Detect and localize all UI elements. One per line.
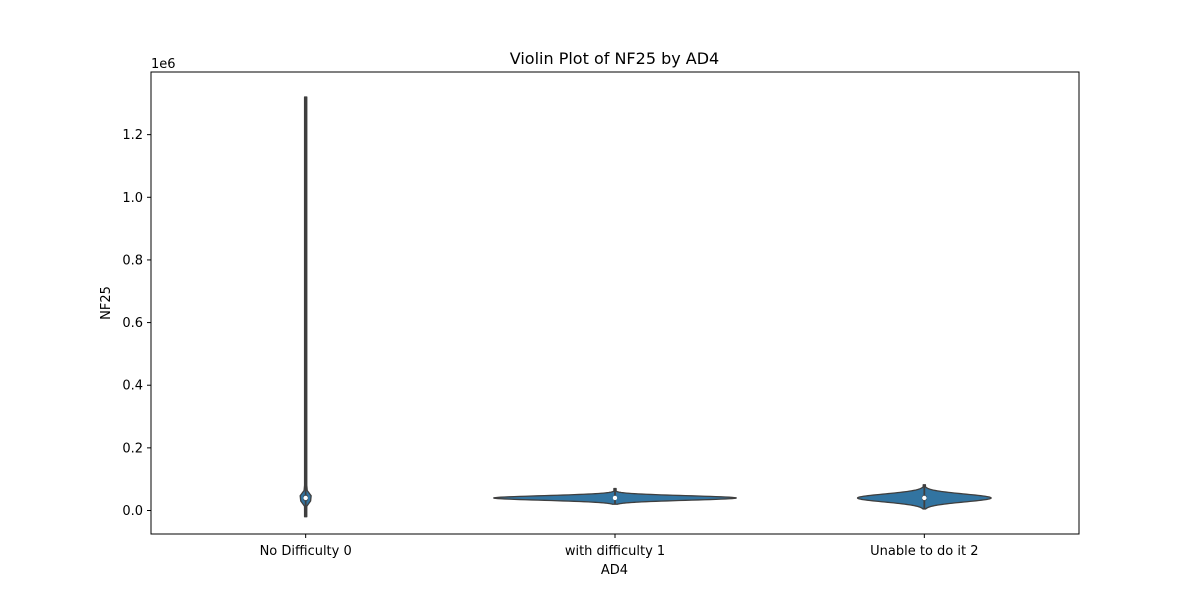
axis-ticks: 0.0 0.2 0.4 0.6 0.8 1.0 1.2 No Difficulty 0 with… [122, 128, 978, 559]
y-offset-text: 1e6 [151, 57, 176, 72]
violin-2 [493, 487, 737, 505]
plot-area [299, 96, 992, 518]
violin-median-point [612, 495, 618, 501]
y-tick-label: 1.0 [122, 191, 143, 206]
y-tick-label: 0.2 [122, 441, 143, 456]
y-tick-label: 0.6 [122, 316, 143, 331]
y-axis-title: NF25 [99, 286, 114, 320]
y-tick-label: 1.2 [122, 128, 143, 143]
x-tick-label: Unable to do it 2 [870, 544, 978, 559]
y-tick-label: 0.4 [122, 379, 143, 394]
x-tick-label: with difficulty 1 [565, 544, 665, 559]
violin-median-point [303, 495, 308, 501]
x-axis-title: AD4 [601, 563, 628, 578]
x-tick-label: No Difficulty 0 [260, 544, 352, 559]
chart-title: Violin Plot of NF25 by AD4 [510, 49, 719, 68]
plot-frame [150, 71, 1080, 535]
violin-3 [856, 484, 992, 510]
y-tick-label: 0.0 [122, 504, 143, 519]
violin-median-point [922, 495, 927, 501]
violin-1 [299, 96, 312, 518]
y-tick-label: 0.8 [122, 253, 143, 268]
